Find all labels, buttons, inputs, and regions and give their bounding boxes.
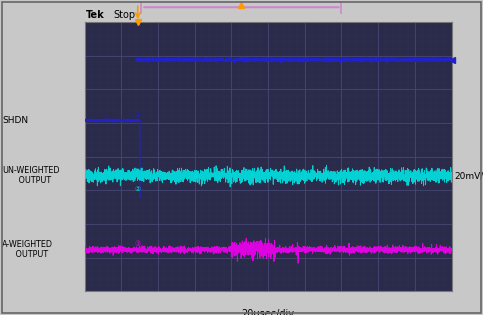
Text: A-WEIGHTED
   OUTPUT: A-WEIGHTED OUTPUT xyxy=(2,240,54,259)
Text: ②: ② xyxy=(135,186,141,192)
Text: SHDN: SHDN xyxy=(2,116,28,125)
Text: Tek: Tek xyxy=(86,10,105,20)
Text: 20usec/div: 20usec/div xyxy=(242,309,295,315)
Text: UN-WEIGHTED
   OUTPUT: UN-WEIGHTED OUTPUT xyxy=(2,166,60,185)
Text: Stop: Stop xyxy=(113,10,135,20)
Text: ③: ③ xyxy=(135,241,141,247)
Text: 20mV/div: 20mV/div xyxy=(454,171,483,180)
Text: ①: ① xyxy=(135,112,141,118)
